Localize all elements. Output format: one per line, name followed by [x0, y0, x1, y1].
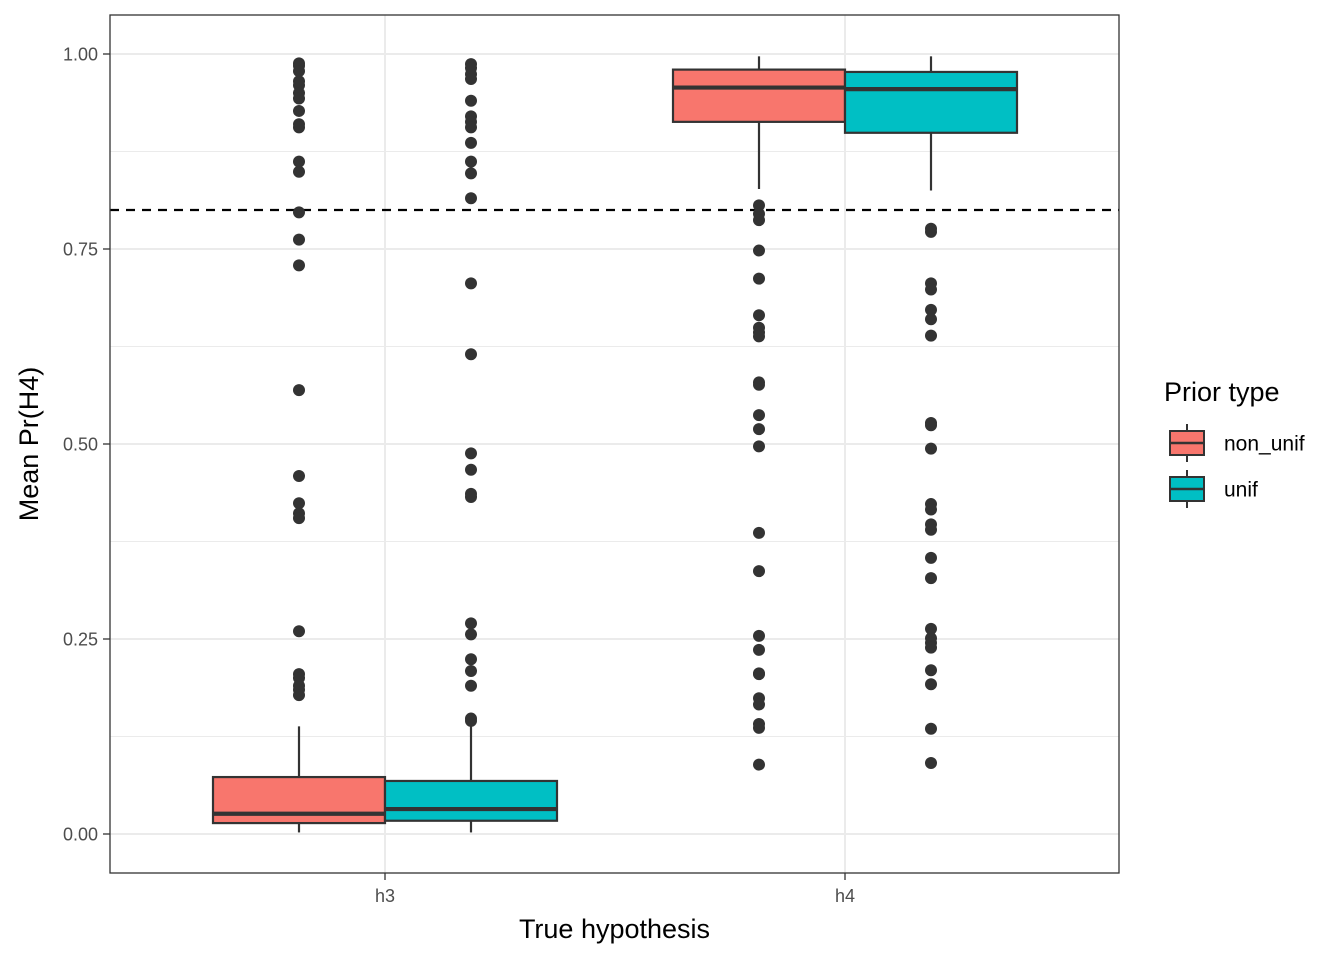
box-iqr [383, 779, 559, 822]
outlier-point [293, 625, 305, 638]
outlier-point [753, 565, 765, 578]
outlier-point [293, 689, 305, 702]
outlier-point [293, 104, 305, 117]
outlier-point [925, 225, 937, 238]
outlier-point [753, 526, 765, 539]
y-tick-label: 0.75 [63, 240, 98, 260]
outlier-point [925, 551, 937, 564]
outlier-point [465, 277, 477, 290]
outlier-point [753, 330, 765, 343]
outlier-point [753, 629, 765, 642]
y-tick-label: 0.25 [63, 630, 98, 650]
box-unif-h3 [383, 724, 559, 833]
outlier-point [925, 678, 937, 691]
legend-label: unif [1224, 479, 1258, 502]
box-non_unif-h4 [671, 56, 847, 189]
outlier-point [293, 259, 305, 272]
outlier-point [925, 664, 937, 677]
outlier-point [753, 199, 765, 212]
outlier-point [753, 721, 765, 734]
x-tick-label: h4 [835, 886, 855, 906]
outlier-point [465, 714, 477, 727]
outlier-point [465, 348, 477, 361]
box-iqr [843, 70, 1019, 134]
outlier-point [465, 664, 477, 677]
outlier-point [753, 643, 765, 656]
outlier-point [465, 192, 477, 205]
legend-title: Prior type [1164, 377, 1280, 407]
box-iqr [211, 775, 387, 825]
outlier-point [465, 167, 477, 180]
outlier-point [925, 442, 937, 455]
outlier-point [465, 136, 477, 149]
legend-key-unif: unif [1169, 470, 1258, 508]
outlier-point [465, 72, 477, 85]
x-tick-label: h3 [375, 886, 395, 906]
grid-lines [110, 15, 1119, 873]
outlier-point [753, 668, 765, 681]
outlier-point [925, 622, 937, 635]
outlier-layer [293, 57, 937, 771]
outlier-point [753, 698, 765, 711]
outlier-point [293, 165, 305, 178]
outlier-point [293, 233, 305, 246]
outlier-point [293, 469, 305, 482]
y-tick-label: 0.00 [63, 825, 98, 845]
outlier-point [293, 65, 305, 78]
outlier-point [293, 512, 305, 525]
outlier-point [753, 440, 765, 453]
box-unif-h4 [843, 56, 1019, 191]
outlier-point [465, 491, 477, 504]
outlier-point [925, 722, 937, 735]
outlier-point [465, 628, 477, 641]
outlier-point [753, 378, 765, 391]
outlier-point [925, 329, 937, 342]
outlier-point [465, 121, 477, 134]
outlier-point [465, 679, 477, 692]
outlier-point [753, 244, 765, 257]
box-iqr [671, 68, 847, 123]
box-non_unif-h3 [211, 726, 387, 833]
y-tick-label: 1.00 [63, 45, 98, 65]
x-axis-title: True hypothesis [519, 914, 710, 944]
outlier-point [293, 121, 305, 134]
outlier-point [925, 757, 937, 770]
outlier-point [293, 497, 305, 510]
outlier-point [925, 503, 937, 516]
outlier-point [925, 419, 937, 432]
outlier-point [753, 309, 765, 322]
outlier-point [925, 313, 937, 326]
outlier-point [925, 641, 937, 654]
outlier-point [293, 155, 305, 168]
outlier-point [293, 206, 305, 219]
outlier-point [753, 423, 765, 436]
outlier-point [753, 409, 765, 422]
legend-label: non_unif [1224, 433, 1305, 456]
outlier-point [465, 447, 477, 460]
y-axis-title: Mean Pr(H4) [14, 367, 44, 522]
outlier-point [465, 463, 477, 476]
outlier-point [753, 214, 765, 227]
outlier-point [465, 617, 477, 630]
outlier-point [465, 653, 477, 666]
outlier-point [465, 155, 477, 168]
y-tick-label: 0.50 [63, 435, 98, 455]
outlier-point [925, 303, 937, 316]
axis-ticks: 0.00 0.25 0.50 0.75 1.00 h3 h4 [63, 45, 855, 907]
box-layer [211, 56, 1019, 833]
legend-key-non_unif: non_unif [1169, 424, 1305, 462]
outlier-point [293, 92, 305, 105]
outlier-point [753, 758, 765, 771]
outlier-point [925, 523, 937, 536]
outlier-point [925, 283, 937, 296]
outlier-point [293, 384, 305, 397]
outlier-point [465, 94, 477, 107]
outlier-point [925, 572, 937, 585]
outlier-point [753, 272, 765, 285]
